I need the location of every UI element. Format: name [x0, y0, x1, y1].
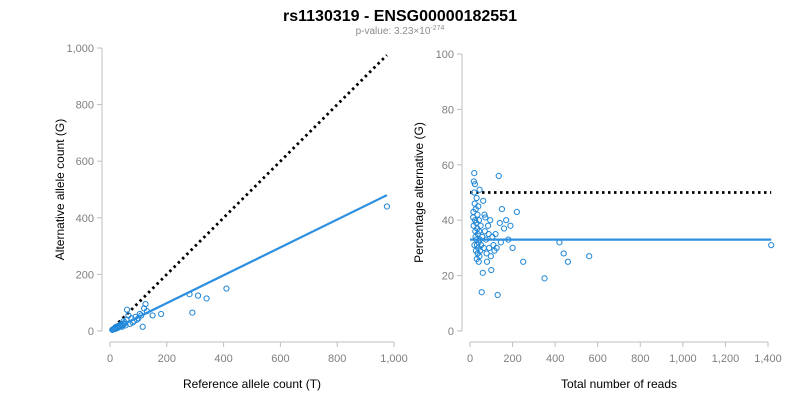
right-data-point [476, 186, 483, 193]
left-data-point [109, 326, 116, 333]
right-data-point [472, 247, 480, 254]
left-x-tick-label: 600 [271, 353, 289, 365]
left-data-point [194, 292, 202, 299]
right-data-point [520, 258, 527, 265]
right-data-point [484, 222, 492, 229]
right-x-tick-label: 1,400 [754, 353, 782, 365]
left-y-tick-label: 800 [76, 100, 94, 112]
right-data-point [494, 291, 501, 299]
right-data-point [488, 266, 495, 274]
right-x-tick-label: 200 [503, 353, 521, 365]
left-data-point [383, 203, 390, 210]
right-data-point [491, 247, 498, 254]
right-data-point [480, 197, 487, 204]
right-data-point [483, 258, 491, 265]
left-reference-line [109, 54, 388, 332]
right-x-tick-label: 400 [546, 353, 564, 365]
left-fit-line [109, 194, 388, 332]
right-data-point [500, 225, 508, 232]
right-data-point [470, 178, 477, 185]
right-data-point [586, 253, 593, 260]
right-data-point [487, 217, 494, 224]
right-data-point [481, 228, 488, 235]
left-y-tick-label: 1,000 [66, 43, 94, 55]
chart-subtitle: p-value: 3.23×10-274 [356, 25, 445, 37]
right-data-point [509, 244, 516, 251]
right-x-tick-label: 600 [589, 353, 607, 365]
right-y-tick-label: 60 [442, 160, 454, 172]
right-data-point [496, 219, 503, 227]
right-data-point [495, 172, 502, 179]
left-y-tick-label: 400 [76, 213, 94, 225]
left-y-axis-label: Alternative allele count (G) [53, 119, 67, 260]
right-data-point [487, 253, 494, 260]
allele-count-plot: 0 200 400 600 800 1,000 0 200 400 600 800 1,000 Refe… [53, 43, 408, 391]
left-x-tick-label: 0 [107, 353, 113, 365]
right-data-point [470, 214, 477, 221]
right-data-point [479, 269, 486, 276]
right-data-point [498, 206, 506, 213]
left-data-point [223, 285, 230, 292]
left-data-point [203, 295, 210, 302]
right-data-point [471, 242, 478, 249]
left-x-tick-label: 800 [328, 353, 346, 365]
left-data-point [142, 301, 149, 308]
right-y-axis-label: Percentage alternative (G) [412, 122, 426, 263]
right-data-point [471, 170, 478, 177]
right-data-point [507, 222, 514, 229]
right-data-point [481, 211, 488, 218]
right-x-axis-label: Total number of reads [561, 377, 677, 391]
left-y-tick-label: 600 [76, 156, 94, 168]
left-x-axis-label: Reference allele count (T) [183, 377, 321, 391]
right-data-point [513, 208, 520, 215]
right-x-tick-label: 1,000 [669, 353, 697, 365]
right-data-point [483, 250, 490, 257]
right-data-point [478, 289, 485, 296]
right-data-point [474, 211, 481, 218]
right-y-tick-label: 100 [436, 49, 454, 61]
percentage-alternative-plot: 0 200 400 600 800 1,000 1,200 1,400 0 20 40 60 80 100… [412, 49, 782, 391]
right-data-point [541, 275, 548, 282]
left-x-tick-label: 400 [214, 353, 232, 365]
left-y-tick-label: 0 [88, 326, 94, 338]
p-value-exponent: -274 [430, 25, 444, 32]
left-data-point [139, 323, 146, 330]
left-data-point [123, 306, 131, 313]
left-y-tick-label: 200 [76, 269, 94, 281]
left-data-point [149, 312, 156, 319]
right-data-point [473, 255, 480, 263]
right-data-point [482, 214, 489, 221]
right-data-point [472, 228, 479, 235]
right-data-point [473, 194, 480, 202]
chart-title: rs1130319 - ENSG00000182551 [283, 8, 517, 25]
right-data-point [470, 189, 478, 196]
right-data-point [490, 242, 497, 249]
right-x-tick-label: 1,200 [712, 353, 740, 365]
left-data-point [158, 310, 165, 318]
left-x-tick-label: 1,000 [380, 353, 408, 365]
right-data-point [564, 258, 572, 265]
right-x-tick-label: 800 [631, 353, 649, 365]
left-data-point [189, 309, 196, 316]
left-data-point [140, 305, 148, 312]
right-x-tick-label: 0 [467, 353, 473, 365]
right-data-point [471, 181, 478, 188]
p-value-prefix: p-value: 3.23×10 [356, 26, 431, 37]
right-y-tick-label: 80 [442, 104, 454, 116]
right-data-point [503, 217, 510, 224]
right-y-tick-label: 0 [448, 326, 454, 338]
right-y-tick-label: 40 [442, 215, 454, 227]
right-data-point [486, 244, 493, 251]
right-data-point [471, 200, 478, 207]
right-y-tick-label: 20 [442, 271, 454, 283]
left-x-tick-label: 200 [158, 353, 176, 365]
right-data-point [768, 242, 775, 249]
right-data-point [560, 250, 567, 257]
right-data-point [470, 222, 477, 229]
